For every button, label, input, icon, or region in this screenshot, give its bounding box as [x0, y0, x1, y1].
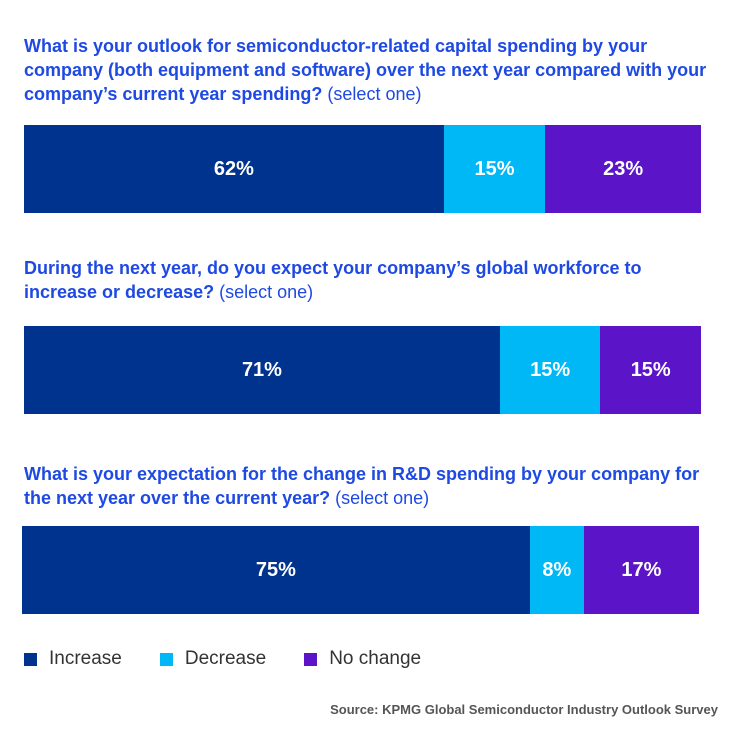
question-3: What is your expectation for the change … [24, 462, 714, 510]
legend-label-decrease: Decrease [184, 648, 267, 669]
bar-3-increase-label: 75% [255, 558, 296, 581]
legend-swatch-decrease [159, 652, 173, 666]
legend-swatch-no-change [304, 652, 318, 666]
legend-label-increase: Increase [49, 648, 122, 669]
bar-2-no-change: 15% [600, 326, 701, 414]
bar-2-increase: 71% [24, 326, 500, 414]
bar-3-no-change: 17% [583, 526, 699, 614]
legend: Increase Decrease No change [24, 648, 459, 670]
bar-3-increase: 75% [22, 526, 530, 614]
legend-item-decrease: Decrease [159, 648, 267, 670]
bar-1-increase: 62% [24, 125, 444, 213]
bar-2-no-change-label: 15% [630, 358, 671, 381]
legend-label-no-change: No change [329, 648, 422, 669]
question-3-title: What is your expectation for the change … [24, 464, 700, 508]
legend-item-no-change: No change [304, 648, 421, 670]
source-note: Source: KPMG Global Semiconductor Indust… [330, 702, 718, 717]
bar-1: 62% 15% 23% [24, 125, 701, 213]
bar-1-increase-label: 62% [213, 157, 254, 180]
legend-swatch-increase [24, 652, 37, 666]
bar-1-no-change: 23% [545, 125, 701, 213]
bar-2-decrease: 15% [499, 326, 601, 414]
bar-3-decrease-label: 8% [542, 558, 572, 581]
bar-2-increase-label: 71% [241, 358, 282, 381]
question-2-note: (select one) [214, 282, 314, 302]
question-1-title: What is your outlook for semiconductor-r… [24, 36, 707, 104]
question-2: During the next year, do you expect your… [24, 256, 714, 304]
bar-2: 71% 15% 15% [24, 326, 701, 414]
question-1: What is your outlook for semiconductor-r… [24, 34, 714, 106]
bar-2-decrease-label: 15% [530, 358, 571, 381]
bar-1-decrease-label: 15% [474, 157, 515, 180]
bar-3-decrease: 8% [529, 526, 584, 614]
question-1-note: (select one) [322, 84, 422, 104]
legend-item-increase: Increase [24, 648, 122, 670]
question-3-note: (select one) [330, 488, 430, 508]
bar-3: 75% 8% 17% [22, 526, 699, 614]
bar-3-no-change-label: 17% [621, 558, 662, 581]
bar-1-decrease: 15% [443, 125, 546, 213]
question-2-title: During the next year, do you expect your… [24, 258, 642, 302]
bar-1-no-change-label: 23% [603, 157, 644, 180]
